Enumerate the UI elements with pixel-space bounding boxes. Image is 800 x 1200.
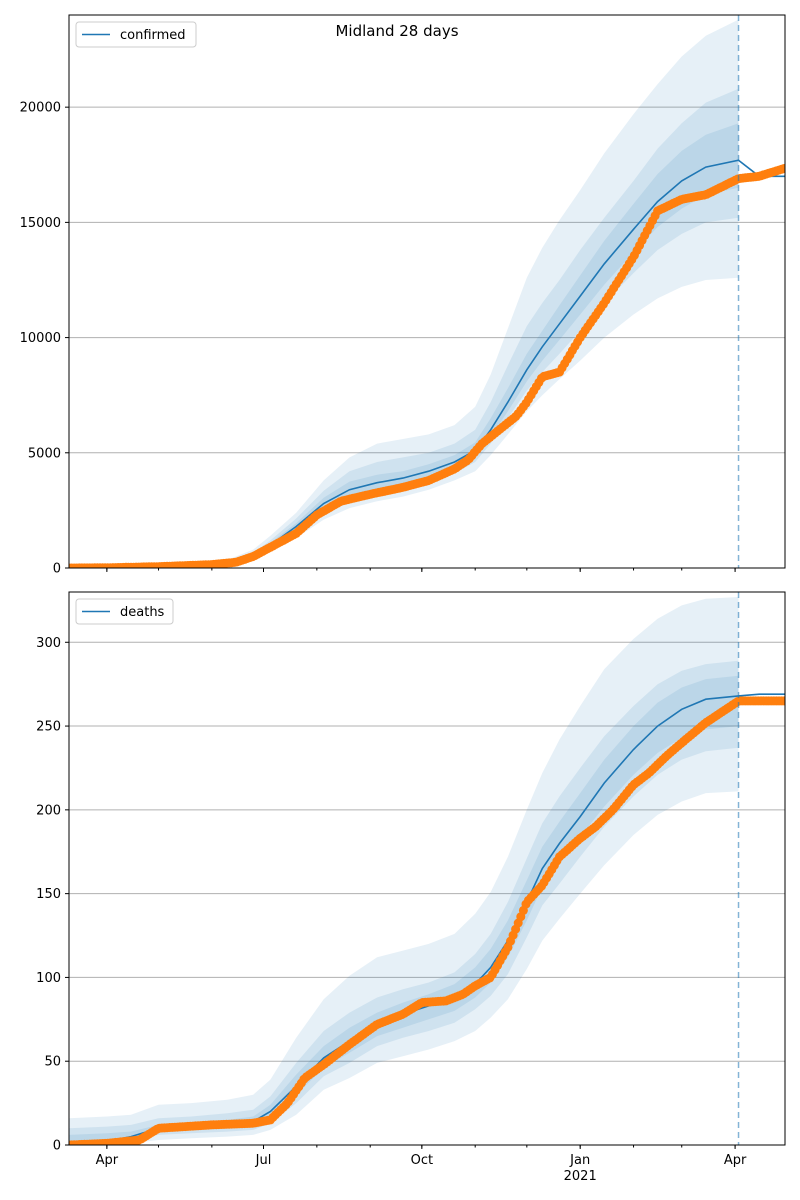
y-tick-label: 250 (36, 720, 61, 735)
uncertainty-band (69, 123, 739, 568)
plot-area (69, 19, 785, 568)
uncertainty-band (69, 675, 739, 1145)
uncertainty-band (69, 660, 739, 1145)
y-tick-label: 300 (36, 636, 61, 651)
y-tick-label: 10000 (20, 331, 61, 346)
axes-frame (68, 14, 786, 569)
observed-point (779, 164, 785, 173)
figure-title: Midland 28 days (335, 22, 458, 40)
x-tick-sublabel: 2021 (564, 1169, 597, 1184)
x-tick-label: Apr (724, 1153, 747, 1168)
confirmed-panel: 0 5000 10000 15000 20000 confirmed (20, 14, 786, 577)
y-tick-label: 15000 (20, 216, 61, 231)
y-tick-label: 100 (36, 971, 61, 986)
plot-area (69, 597, 785, 1145)
legend: deaths (75, 598, 174, 625)
y-tick-label: 5000 (28, 446, 61, 461)
legend-label: deaths (120, 605, 165, 620)
y-tick-label: 0 (53, 1139, 61, 1154)
x-tick-label: Jul (255, 1153, 272, 1168)
legend-box (75, 598, 174, 625)
observed-point (779, 696, 785, 706)
y-tick-label: 50 (44, 1055, 61, 1070)
y-tick-label: 0 (53, 562, 61, 577)
y-tick-label: 150 (36, 887, 61, 902)
x-tick-label: Oct (411, 1153, 433, 1168)
axes-frame (68, 591, 786, 1146)
x-tick-label: Jan (569, 1153, 590, 1168)
legend: confirmed (75, 21, 197, 48)
y-tick-label: 200 (36, 803, 61, 818)
uncertainty-band (69, 19, 739, 568)
uncertainty-band (69, 88, 739, 568)
legend-label: confirmed (120, 28, 186, 43)
uncertainty-band (69, 597, 739, 1145)
y-tick-label: 20000 (20, 101, 61, 116)
legend-box (75, 21, 197, 48)
x-tick-label: Apr (96, 1153, 119, 1168)
